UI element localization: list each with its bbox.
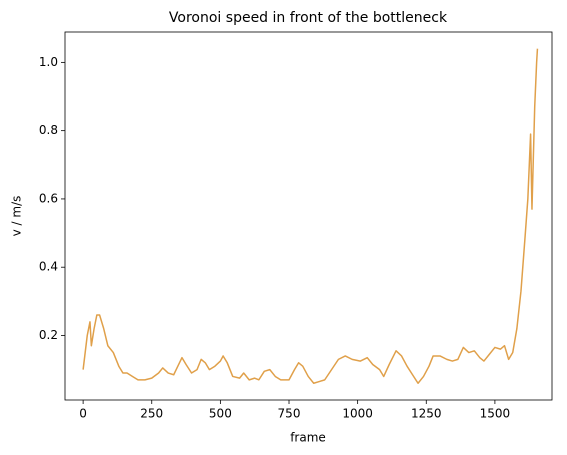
y-axis-label: v / m/s [10, 196, 24, 237]
x-tick-label: 750 [278, 407, 301, 421]
plot-frame [64, 31, 553, 401]
y-tick-label: 1.0 [39, 55, 58, 69]
y-tick-label: 0.2 [39, 328, 58, 342]
y-tick-label: 0.6 [39, 191, 58, 205]
y-tick-label: 0.8 [39, 123, 58, 137]
x-axis-label: frame [290, 431, 326, 445]
x-tick-label: 1250 [411, 407, 442, 421]
x-tick-label: 0 [79, 407, 87, 421]
x-tick-label: 1000 [342, 407, 373, 421]
x-tick-label: 500 [209, 407, 232, 421]
y-tick-label: 0.4 [39, 260, 58, 274]
data-line [82, 48, 539, 385]
x-tick-label: 1500 [480, 407, 511, 421]
x-tick-label: 250 [140, 407, 163, 421]
chart-title: Voronoi speed in front of the bottleneck [169, 10, 448, 26]
